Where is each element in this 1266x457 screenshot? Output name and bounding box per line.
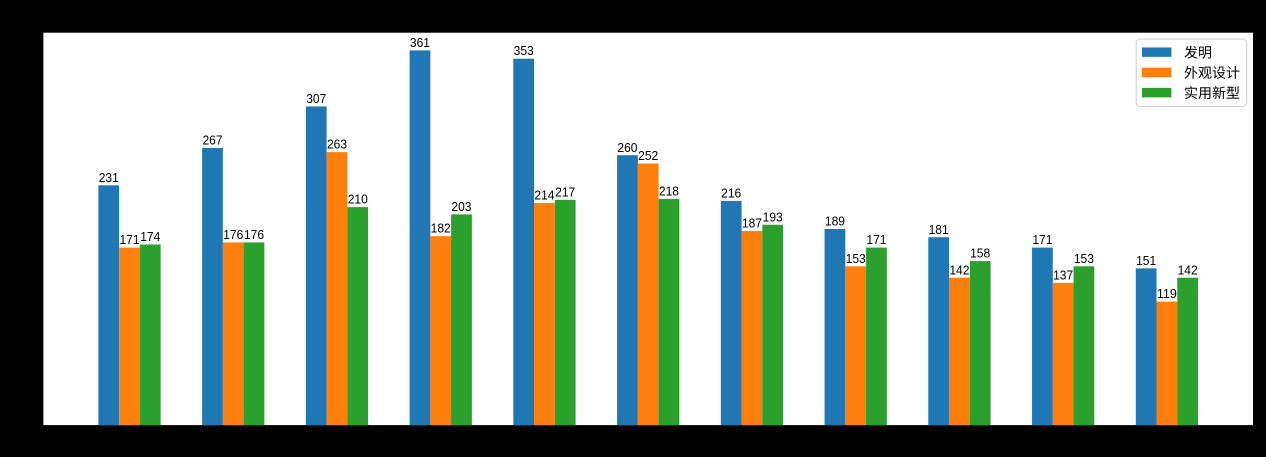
svg-text:267: 267 [202,133,222,148]
svg-text:182: 182 [431,221,451,236]
svg-text:176: 176 [223,227,243,242]
svg-text:153: 153 [1074,251,1094,266]
svg-text:176: 176 [244,227,264,242]
svg-text:361: 361 [410,35,430,50]
svg-text:214: 214 [534,188,554,203]
svg-text:158: 158 [970,246,990,261]
svg-text:171: 171 [119,232,139,247]
svg-text:231: 231 [99,170,119,185]
svg-text:142: 142 [949,262,969,277]
svg-text:260: 260 [617,140,637,155]
svg-text:142: 142 [1178,262,1198,277]
svg-text:203: 203 [451,199,471,214]
svg-text:263: 263 [327,137,347,152]
svg-text:181: 181 [929,222,949,237]
svg-text:171: 171 [866,232,886,247]
svg-text:216: 216 [721,185,741,200]
svg-text:217: 217 [555,184,575,199]
svg-text:189: 189 [825,213,845,228]
svg-text:210: 210 [348,192,368,207]
svg-text:353: 353 [514,43,534,58]
svg-text:171: 171 [1032,232,1052,247]
svg-text:119: 119 [1157,286,1177,301]
svg-text:174: 174 [140,229,160,244]
svg-text:187: 187 [742,216,762,231]
svg-text:252: 252 [638,148,658,163]
svg-text:218: 218 [659,183,679,198]
svg-text:307: 307 [306,91,326,106]
svg-text:153: 153 [846,251,866,266]
svg-text:137: 137 [1053,267,1073,282]
svg-text:151: 151 [1136,253,1156,268]
svg-text:193: 193 [763,209,783,224]
